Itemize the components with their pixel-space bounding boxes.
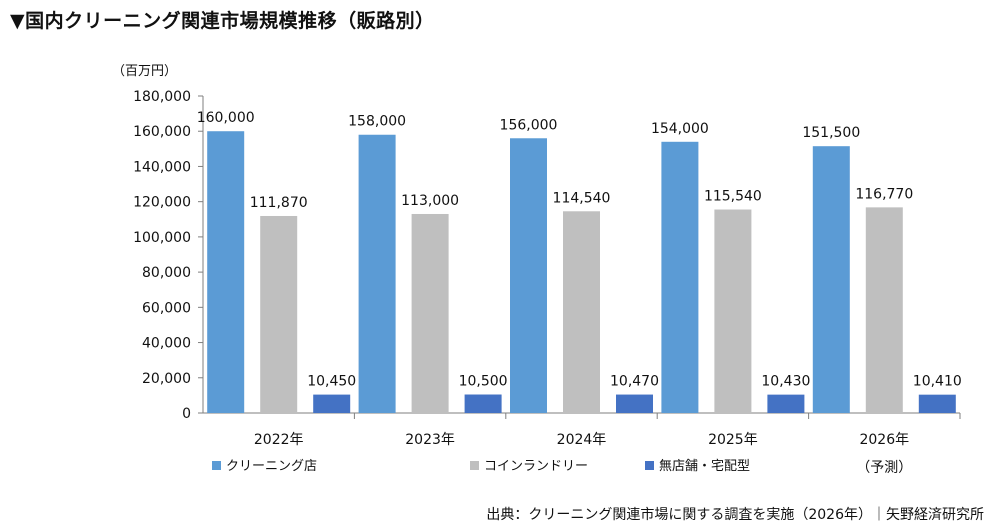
legend-label: 無店舗・宅配型 bbox=[659, 459, 750, 474]
source-note: 出典：クリーニング関連市場に関する調査を実施（2026年）｜矢野経済研究所 bbox=[486, 507, 984, 523]
legend-swatch bbox=[645, 461, 654, 470]
y-tick-label: 180,000 bbox=[133, 89, 191, 105]
bar bbox=[918, 394, 956, 413]
legend-layer: クリーニング店 コインランドリー 無店舗・宅配型 bbox=[212, 459, 750, 474]
x-tick-label: 2024年 bbox=[557, 432, 607, 448]
bar bbox=[767, 394, 805, 413]
legend-swatch bbox=[470, 461, 479, 470]
legend-label: クリーニング店 bbox=[226, 459, 317, 474]
y-tick-label: 0 bbox=[182, 406, 191, 422]
labels-layer: 160,000 111,870 10,450 158,000 113,000 10,500… bbox=[197, 110, 962, 389]
bar bbox=[260, 215, 298, 413]
y-tick-label: 120,000 bbox=[133, 195, 191, 211]
data-label: 10,470 bbox=[610, 374, 659, 390]
x-tick-label: 2026年 bbox=[859, 432, 909, 448]
data-label: 154,000 bbox=[651, 121, 709, 137]
bar bbox=[313, 394, 351, 413]
data-label: 114,540 bbox=[553, 190, 611, 206]
x-tick-label: 2022年 bbox=[254, 432, 304, 448]
bar bbox=[714, 209, 752, 413]
y-tick-label: 40,000 bbox=[142, 336, 191, 352]
data-label: 160,000 bbox=[197, 110, 255, 126]
data-label: 113,000 bbox=[401, 193, 459, 209]
data-label: 115,540 bbox=[704, 189, 762, 205]
y-tick-label: 140,000 bbox=[133, 159, 191, 175]
y-tick-label: 100,000 bbox=[133, 230, 191, 246]
y-tick-label: 60,000 bbox=[142, 300, 191, 316]
y-tick-label: 160,000 bbox=[133, 124, 191, 140]
bar bbox=[616, 394, 653, 413]
data-label: 10,450 bbox=[307, 374, 356, 390]
bar bbox=[358, 134, 396, 413]
data-label: 10,430 bbox=[761, 374, 810, 390]
legend-swatch bbox=[212, 461, 221, 470]
x-tick-note: （予測） bbox=[856, 460, 912, 476]
x-tick-label: 2023年 bbox=[405, 432, 455, 448]
y-tick-label: 80,000 bbox=[142, 265, 191, 281]
data-label: 10,500 bbox=[459, 374, 508, 390]
unit-label: （百万円） bbox=[112, 64, 177, 79]
bar bbox=[563, 211, 600, 413]
bar bbox=[207, 131, 245, 413]
bar bbox=[464, 394, 502, 413]
data-label: 111,870 bbox=[250, 195, 308, 211]
data-label: 116,770 bbox=[855, 186, 913, 202]
data-label: 151,500 bbox=[802, 125, 860, 141]
bar bbox=[510, 138, 547, 413]
bar bbox=[411, 213, 449, 413]
legend-label: コインランドリー bbox=[484, 459, 588, 474]
data-label: 156,000 bbox=[500, 117, 558, 133]
data-label: 10,410 bbox=[913, 374, 962, 390]
data-label: 158,000 bbox=[348, 114, 406, 130]
y-tick-label: 20,000 bbox=[142, 371, 191, 387]
bars-layer bbox=[207, 131, 956, 414]
bar bbox=[661, 141, 699, 414]
x-tick-label: 2025年 bbox=[708, 432, 758, 448]
bar bbox=[812, 146, 850, 414]
bar bbox=[865, 207, 903, 413]
page-title: ▼国内クリーニング関連市場規模推移（販路別） bbox=[10, 10, 435, 32]
